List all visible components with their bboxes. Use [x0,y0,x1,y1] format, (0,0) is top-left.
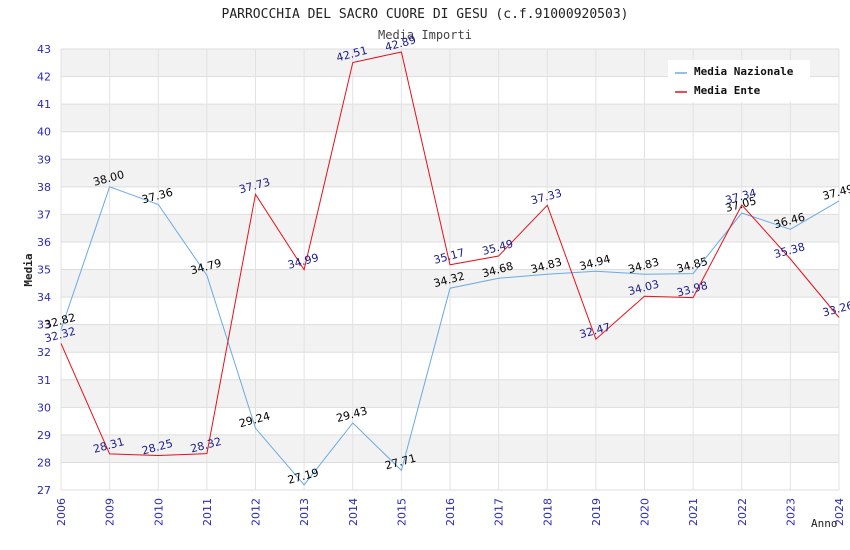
series-lines [60,51,840,486]
y-tick-label: 32 [37,346,51,359]
y-tick-label: 29 [37,429,51,442]
x-tick-label: 2006 [55,498,68,526]
grid-lines [60,48,840,491]
chart-title: PARROCCHIA DEL SACRO CUORE DI GESU (c.f.… [222,7,629,22]
x-tick-label: 2023 [784,498,797,526]
x-tick-label: 2012 [250,498,263,526]
x-tick-label: 2019 [590,498,603,526]
y-axis-label: Media [22,253,35,286]
x-tick-label: 2021 [687,498,700,526]
y-tick-label: 38 [37,181,51,194]
y-axis-ticks: 27 28 29 30 31 32 33 34 35 36 37 38 39 40 41 42 43 [37,43,51,497]
x-tick-label: 2015 [395,498,408,526]
y-tick-label: 36 [37,236,51,249]
x-tick-label: 2013 [298,498,311,526]
series-line-media-ente [60,51,840,457]
y-tick-label: 33 [37,319,51,332]
y-tick-label: 35 [37,264,51,277]
y-tick-label: 41 [37,98,51,111]
x-axis-label: Anno [811,517,838,530]
x-tick-label: 2022 [736,498,749,526]
x-axis-ticks: 2006 2009 2010 2011 2012 2013 2014 2015 2016 2017… [55,498,846,526]
y-tick-label: 39 [37,153,51,166]
x-tick-label: 2016 [444,498,457,526]
x-tick-label: 2010 [152,498,165,526]
y-tick-label: 37 [37,208,51,221]
y-tick-label: 34 [37,291,51,304]
legend: Media Nazionale Media Ente [668,60,810,102]
y-tick-label: 31 [37,374,51,387]
y-tick-label: 40 [37,126,51,139]
x-tick-label: 2009 [104,498,117,526]
y-tick-label: 30 [37,401,51,414]
x-tick-label: 2020 [639,498,652,526]
legend-label-media-ente: Media Ente [694,84,761,97]
y-tick-label: 28 [37,456,51,469]
y-tick-label: 43 [37,43,51,56]
x-tick-label: 2018 [541,498,554,526]
legend-label-media-nazionale: Media Nazionale [694,65,794,78]
data-labels: 32.8238.0037.3634.7929.2427.1929.4327.71… [43,33,850,486]
series-line-media-nazionale [60,186,840,486]
y-tick-label: 42 [37,71,51,84]
x-tick-label: 2024 [833,498,846,526]
x-tick-label: 2017 [493,498,506,526]
x-tick-label: 2014 [347,498,360,526]
y-tick-label: 27 [37,484,51,497]
x-tick-label: 2011 [201,498,214,526]
chart-subtitle: Media Importi [378,28,472,42]
legend-box [668,60,810,102]
